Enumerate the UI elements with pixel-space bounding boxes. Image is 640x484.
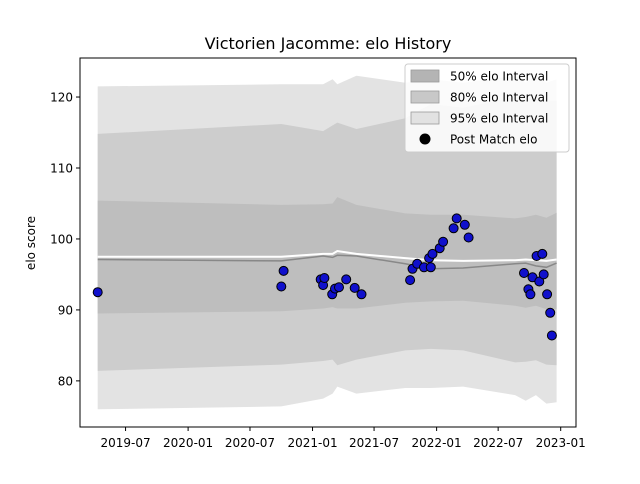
x-tick-label: 2023-01 <box>536 436 586 450</box>
post-match-point <box>341 274 352 285</box>
legend-label: Post Match elo <box>450 133 537 147</box>
x-tick-label: 2021-01 <box>287 436 337 450</box>
x-axis: 2019-07 2020-01 2020-07 2021-01 2021-07 2022-… <box>100 427 586 450</box>
interval-bands <box>97 75 557 410</box>
post-match-point <box>349 282 360 293</box>
post-match-point <box>542 289 553 300</box>
post-match-point <box>356 289 367 300</box>
legend-label: 50% elo Interval <box>450 70 548 84</box>
post-match-point <box>405 275 416 286</box>
legend-swatch <box>410 90 440 104</box>
legend: 50% elo Interval 80% elo Interval 95% elo … <box>404 63 570 153</box>
legend-label: 80% elo Interval <box>450 91 548 105</box>
post-match-point <box>319 273 330 283</box>
post-match-points <box>92 213 557 341</box>
post-match-point <box>459 219 470 230</box>
post-match-point <box>448 223 459 234</box>
post-match-point <box>546 330 557 341</box>
post-match-point <box>92 287 103 298</box>
post-match-point <box>537 248 548 259</box>
y-tick-label: 90 <box>58 303 73 317</box>
post-match-point <box>427 248 438 259</box>
post-match-point <box>451 213 462 224</box>
plot-area <box>79 57 577 428</box>
x-tick-label: 2019-07 <box>100 436 150 450</box>
chart-title: Victorien Jacomme: elo History <box>205 34 452 53</box>
post-match-point <box>525 289 536 300</box>
post-match-point <box>438 236 449 247</box>
y-tick-label: 100 <box>50 232 73 246</box>
post-match-point <box>534 276 545 287</box>
post-match-point <box>278 265 289 276</box>
y-axis: 80 90 100 110 120 <box>50 91 80 388</box>
x-tick-label: 2020-01 <box>163 436 213 450</box>
legend-box <box>404 63 570 153</box>
legend-swatch <box>410 69 440 83</box>
legend-marker <box>419 133 431 145</box>
y-tick-label: 120 <box>50 91 73 105</box>
post-match-point <box>276 281 287 292</box>
post-match-point <box>538 269 549 280</box>
y-tick-label: 110 <box>50 161 73 175</box>
x-tick-label: 2020-07 <box>225 436 275 450</box>
legend-label: 95% elo Interval <box>450 112 548 126</box>
post-match-point <box>519 268 529 278</box>
x-tick-label: 2022-01 <box>412 436 462 450</box>
legend-swatch <box>410 111 440 125</box>
x-tick-label: 2022-07 <box>473 436 523 450</box>
x-tick-label: 2021-07 <box>349 436 399 450</box>
post-match-point <box>425 262 436 273</box>
post-match-point <box>545 307 556 318</box>
plot-frame <box>79 57 577 428</box>
y-tick-label: 80 <box>58 374 73 388</box>
post-match-point <box>463 232 474 243</box>
band-50 <box>97 197 557 314</box>
post-match-point <box>334 282 344 293</box>
y-axis-label: elo score <box>24 216 38 270</box>
